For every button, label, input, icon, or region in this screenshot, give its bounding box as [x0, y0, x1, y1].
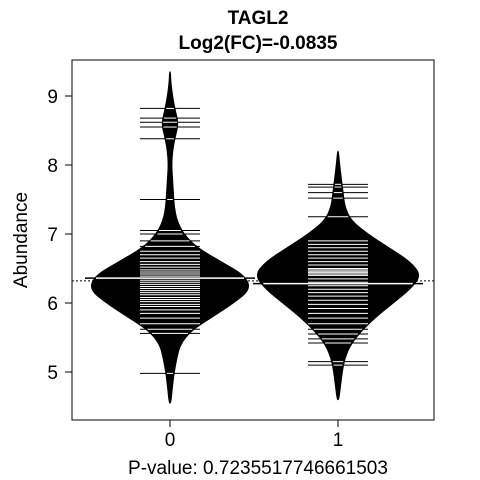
- y-tick-label-9: 9: [47, 87, 58, 108]
- bean-group-0: [91, 72, 248, 403]
- x-axis-label: P-value: 0.7235517746661503: [128, 458, 388, 479]
- y-tick-label-5: 5: [47, 363, 58, 384]
- plot-area: [72, 72, 434, 403]
- plot-frame: [72, 60, 434, 420]
- chart-subtitle: Log2(FC)=-0.0835: [179, 33, 338, 54]
- y-axis-label: Abundance: [11, 192, 32, 288]
- y-axis: 5 6 7 8 9: [47, 87, 72, 384]
- y-tick-label-7: 7: [47, 225, 58, 246]
- chart-title: TAGL2: [228, 8, 289, 29]
- y-tick-label-8: 8: [47, 156, 58, 177]
- x-tick-label-1: 1: [333, 430, 344, 451]
- x-tick-label-0: 0: [165, 430, 176, 451]
- y-tick-label-6: 6: [47, 294, 58, 315]
